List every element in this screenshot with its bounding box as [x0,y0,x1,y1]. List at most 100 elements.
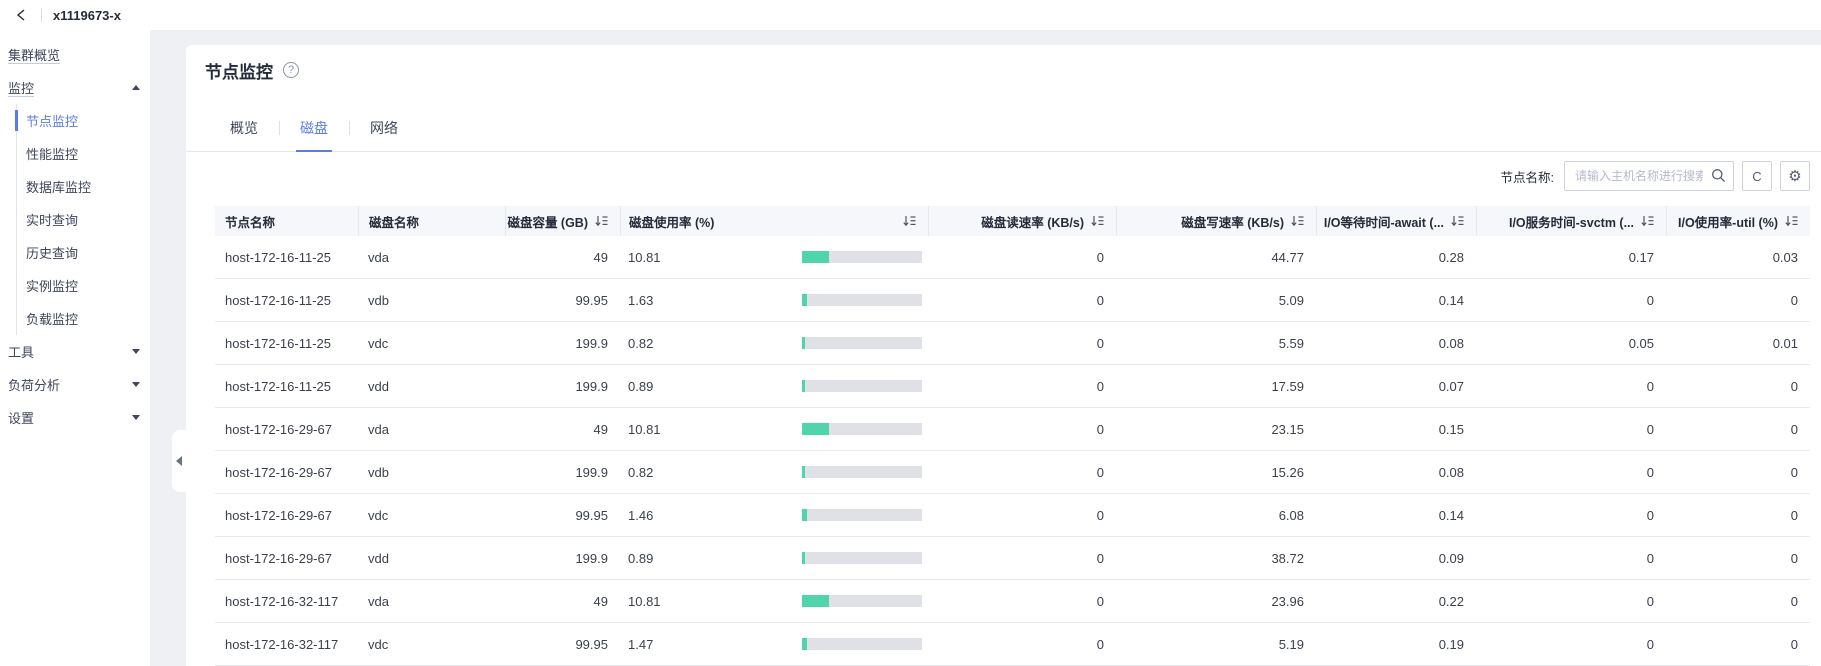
table-row[interactable]: host-172-16-11-25 vdd 199.9 0.89 0 17.59 0.0… [215,365,1810,408]
sort-icon[interactable] [595,215,608,227]
usage-cell: 1.47 [620,637,928,652]
node-cell: host-172-16-11-25 [225,292,331,308]
column-header-label: 磁盘名称 [369,215,420,230]
usage-bar [802,638,922,650]
usage-value: 1.47 [628,636,654,652]
sidebar-item-label: 工具 [8,345,35,360]
help-icon[interactable]: ? [283,62,299,78]
usage-cell: 0.82 [620,336,928,351]
await-cell: 0.07 [1438,378,1464,394]
table-row[interactable]: host-172-16-29-67 vdd 199.9 0.89 0 38.72 0.0… [215,537,1810,580]
table-row[interactable]: host-172-16-29-67 vdc 99.95 1.46 0 6.08 0.14… [215,494,1810,537]
search-icon[interactable] [1711,168,1726,183]
topbar: x1119673-x [0,0,1821,30]
sidebar-item[interactable]: 集群概览 [0,38,150,71]
table-row[interactable]: host-172-16-29-67 vda 49 10.81 0 23.15 0.15 0… [215,408,1810,451]
column-header[interactable]: I/O使用率-util (%) [1666,206,1810,236]
tab-label: 网络 [370,120,398,136]
column-header: 磁盘名称 [358,206,505,236]
table-row[interactable]: host-172-16-11-25 vdc 199.9 0.82 0 5.59 0.08… [215,322,1810,365]
column-header-label: I/O等待时间-await (... [1323,215,1444,230]
svctm-cell: 0 [1646,593,1654,609]
table-row[interactable]: host-172-16-11-25 vda 49 10.81 0 44.77 0.28 0… [215,236,1810,279]
disk-monitor-table: 节点名称 磁盘名称 磁盘容量 (GB) 磁盘使用率 (%) 磁盘读速率 (KB/… [215,206,1810,666]
sidebar-subitem[interactable]: 负载监控 [0,302,150,335]
expand-arrow-icon[interactable] [132,349,140,354]
sort-icon[interactable] [1091,215,1104,227]
tab-label: 概览 [230,120,258,136]
table-row[interactable]: host-172-16-29-67 vdb 199.9 0.82 0 15.26 0.0… [215,451,1810,494]
node-cell: host-172-16-29-67 [225,550,332,566]
usage-value: 0.89 [628,378,654,394]
await-cell: 0.14 [1438,292,1464,308]
column-header[interactable]: 磁盘容量 (GB) [505,206,620,236]
usage-bar [802,509,922,521]
await-cell: 0.08 [1438,464,1464,480]
chevron-left-icon [16,9,25,21]
column-settings-button[interactable]: ⚙ [1780,161,1810,191]
sidebar-subitem[interactable]: 节点监控 [0,104,150,137]
sort-icon[interactable] [1291,215,1304,227]
svctm-cell: 0 [1646,378,1654,394]
disk-cell: vdc [368,636,389,652]
sidebar-item-label: 历史查询 [26,246,79,261]
usage-bar-fill [802,423,830,435]
sidebar-item[interactable]: 监控 [0,71,150,104]
sidebar-subitem[interactable]: 实例监控 [0,269,150,302]
write-cell: 6.08 [1278,507,1304,523]
back-button[interactable] [12,6,30,24]
read-cell: 0 [1096,421,1104,437]
sidebar-item[interactable]: 工具 [0,335,150,368]
sidebar-item-label: 负载监控 [26,312,79,327]
sidebar-item-label: 实例监控 [26,279,79,294]
sidebar-collapse-handle[interactable] [172,430,186,492]
column-header-label: 磁盘容量 (GB) [507,215,588,230]
usage-value: 1.63 [628,292,654,308]
sort-icon[interactable] [1451,215,1464,227]
expand-arrow-icon[interactable] [132,382,140,387]
sidebar-item[interactable]: 负荷分析 [0,368,150,401]
read-cell: 0 [1096,464,1104,480]
util-cell: 0 [1790,636,1798,652]
table-row[interactable]: host-172-16-32-117 vda 49 10.81 0 23.96 0.22… [215,580,1810,623]
util-cell: 0.03 [1772,249,1798,265]
await-cell: 0.09 [1438,550,1464,566]
sort-icon[interactable] [1785,215,1798,227]
tab[interactable]: 网络 [349,119,398,151]
node-cell: host-172-16-29-67 [225,464,332,480]
column-header[interactable]: 磁盘读速率 (KB/s) [928,206,1116,236]
sidebar-item[interactable]: 设置 [0,401,150,434]
expand-arrow-icon[interactable] [132,85,140,90]
usage-bar [802,423,922,435]
sort-icon[interactable] [1641,215,1654,227]
usage-value: 1.46 [628,507,654,523]
disk-cell: vdb [368,464,389,480]
expand-arrow-icon[interactable] [132,415,140,420]
sidebar-subitem[interactable]: 实时查询 [0,203,150,236]
await-cell: 0.08 [1438,335,1464,351]
write-cell: 17.59 [1271,378,1304,394]
sidebar-item-label: 性能监控 [26,147,79,162]
tab[interactable]: 磁盘 [279,119,332,152]
sidebar-subitem[interactable]: 数据库监控 [0,170,150,203]
table-row[interactable]: host-172-16-11-25 vdb 99.95 1.63 0 5.09 0.14… [215,279,1810,322]
usage-value: 0.82 [628,464,654,480]
util-cell: 0 [1790,593,1798,609]
capacity-cell: 49 [593,421,608,437]
util-cell: 0.01 [1772,335,1798,351]
column-header[interactable]: 磁盘使用率 (%) [620,206,928,236]
node-cell: host-172-16-11-25 [225,378,331,394]
column-header[interactable]: I/O等待时间-await (... [1316,206,1476,236]
table-row[interactable]: host-172-16-32-117 vdc 99.95 1.47 0 5.19 0.1… [215,623,1810,666]
search-input[interactable] [1564,161,1734,191]
capacity-cell: 199.9 [575,464,608,480]
refresh-button[interactable]: C [1742,161,1772,191]
column-header-label: I/O服务时间-svctm (... [1508,215,1634,230]
column-header[interactable]: I/O服务时间-svctm (... [1476,206,1666,236]
tab[interactable]: 概览 [230,119,258,151]
sidebar-subitem[interactable]: 性能监控 [0,137,150,170]
column-header[interactable]: 磁盘写速率 (KB/s) [1116,206,1316,236]
disk-cell: vda [368,249,389,265]
sort-icon[interactable] [903,215,916,227]
sidebar-subitem[interactable]: 历史查询 [0,236,150,269]
